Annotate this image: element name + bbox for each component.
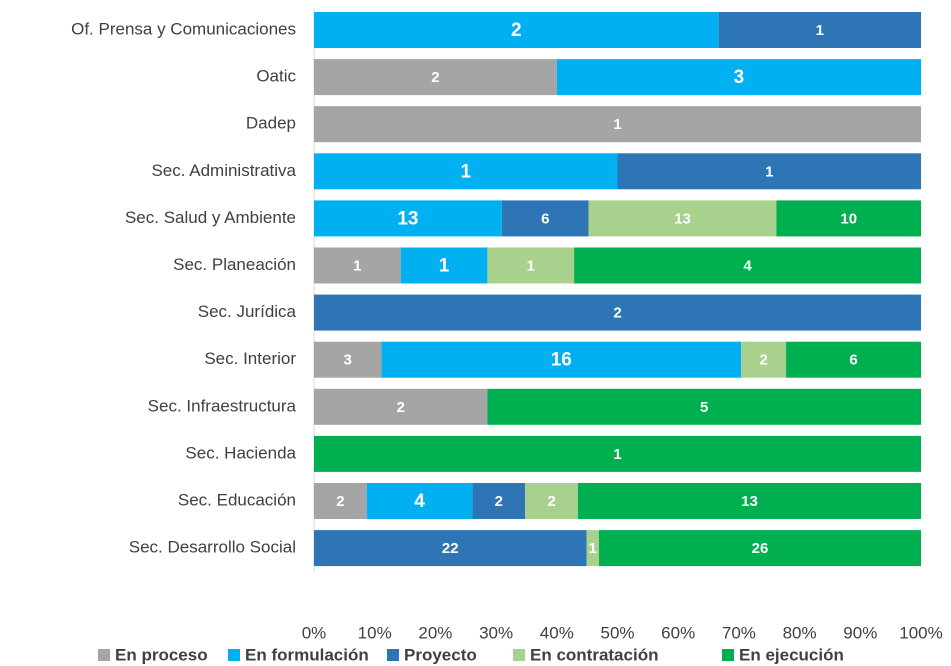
legend-swatch [513, 649, 525, 661]
data-label: 16 [551, 350, 572, 371]
bar-segment [314, 12, 719, 48]
y-tick-label: Sec. Desarrollo Social [129, 538, 296, 557]
bar-segment [574, 247, 921, 284]
data-label: 2 [431, 69, 439, 86]
bar-segment [741, 341, 787, 378]
data-label: 6 [849, 352, 857, 369]
legend-label: En ejecución [739, 645, 844, 664]
bar-segment [501, 200, 589, 237]
data-label: 2 [336, 493, 344, 510]
data-label: 1 [765, 163, 773, 180]
x-tick-label: 90% [843, 623, 877, 642]
bar-segment [786, 341, 921, 378]
y-tick-label: Sec. Hacienda [185, 443, 296, 462]
bar-segment [525, 483, 578, 519]
bar-segment [314, 59, 557, 96]
data-label: 3 [344, 352, 352, 369]
legend-swatch [228, 649, 240, 661]
bar-segment [314, 483, 367, 519]
data-label: 1 [527, 257, 535, 274]
x-tick-label: 60% [661, 623, 695, 642]
data-label: 3 [734, 67, 745, 88]
x-tick-label: 10% [358, 623, 392, 642]
bar-segment [314, 247, 401, 284]
bar-segment [577, 483, 921, 519]
bar-segment [617, 153, 921, 190]
legend-label: En contratación [530, 645, 658, 664]
bar-segment [314, 530, 587, 567]
legend-label: En formulación [245, 645, 369, 664]
legend-label: En proceso [115, 645, 208, 664]
bar-segment [366, 483, 473, 519]
data-label: 1 [589, 540, 597, 557]
bar-segment [776, 200, 921, 237]
bar-segment [314, 153, 618, 190]
data-label: 2 [495, 493, 503, 510]
data-label: 1 [613, 446, 621, 463]
legend-swatch [722, 649, 734, 661]
y-tick-label: Sec. Infraestructura [148, 396, 297, 415]
bar-segment [314, 294, 921, 331]
bar-segment [314, 388, 488, 425]
bar-segment [598, 530, 921, 567]
data-label: 10 [840, 210, 857, 227]
data-label: 2 [613, 305, 621, 322]
bar-segment [314, 106, 921, 143]
x-tick-label: 100% [899, 623, 942, 642]
bar-segment [472, 483, 526, 519]
data-label: 2 [397, 399, 405, 416]
data-label: 2 [759, 352, 767, 369]
x-tick-label: 20% [418, 623, 452, 642]
legend-label: Proyecto [404, 645, 477, 664]
y-tick-label: Of. Prensa y Comunicaciones [71, 19, 296, 38]
data-label: 4 [743, 257, 752, 274]
data-label: 2 [547, 493, 555, 510]
bar-segment [487, 247, 575, 284]
bar-segment [586, 530, 599, 567]
bar-segment [556, 59, 921, 96]
x-tick-label: 30% [479, 623, 513, 642]
data-label: 5 [700, 399, 708, 416]
data-label: 2 [511, 20, 522, 41]
x-tick-label: 70% [722, 623, 756, 642]
data-label: 1 [353, 257, 361, 274]
y-tick-label: Sec. Educación [178, 490, 296, 509]
y-tick-label: Sec. Administrativa [151, 161, 296, 180]
x-tick-label: 40% [540, 623, 574, 642]
data-label: 1 [439, 256, 450, 277]
bar-segment [314, 200, 502, 237]
data-label: 13 [741, 493, 758, 510]
x-tick-label: 0% [302, 623, 327, 642]
data-label: 1 [460, 161, 471, 182]
data-label: 1 [613, 116, 621, 133]
legend-swatch [387, 649, 399, 661]
y-tick-label: Dadep [246, 114, 296, 133]
x-tick-label: 80% [783, 623, 817, 642]
data-label: 4 [414, 491, 425, 512]
y-tick-label: Sec. Jurídica [198, 302, 297, 321]
bar-segment [314, 435, 921, 472]
y-tick-label: Sec. Interior [204, 349, 296, 368]
data-label: 13 [397, 208, 418, 229]
y-tick-label: Oatic [256, 67, 296, 86]
y-tick-label: Sec. Salud y Ambiente [125, 208, 296, 227]
bar-segment [400, 247, 488, 284]
data-label: 6 [541, 210, 549, 227]
bar-segment [588, 200, 777, 237]
data-label: 13 [674, 210, 691, 227]
bar-segment [487, 388, 921, 425]
x-tick-label: 50% [600, 623, 634, 642]
legend-swatch [98, 649, 110, 661]
bar-segment [381, 341, 742, 378]
data-label: 1 [816, 22, 824, 39]
data-label: 26 [752, 540, 769, 557]
data-label: 22 [442, 540, 459, 557]
bar-segment [718, 12, 921, 48]
bar-segment [314, 341, 382, 378]
y-tick-label: Sec. Planeación [173, 255, 296, 274]
